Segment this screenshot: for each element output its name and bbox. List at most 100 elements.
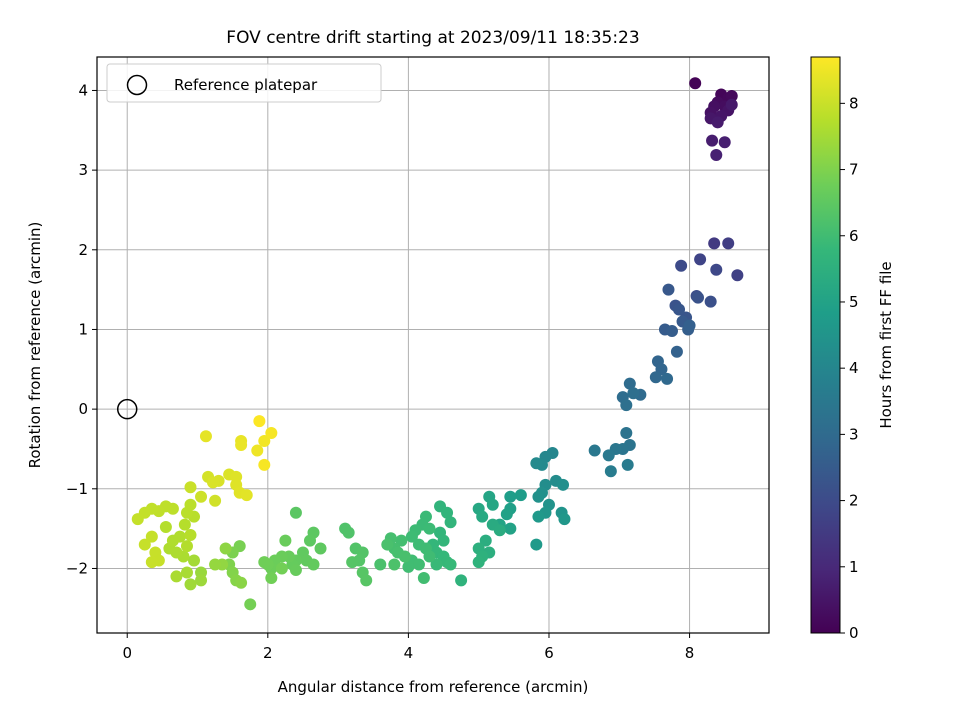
data-point [486,498,499,511]
data-point [711,116,724,129]
data-point [235,576,248,589]
x-tick-label: 2 [263,644,273,662]
data-point [145,530,158,543]
data-point [184,498,197,511]
y-tick-label: −2 [66,559,88,577]
data-point [395,534,408,547]
colorbar-ticks: 0 1 2 3 4 5 6 7 8 [840,94,859,642]
data-point [718,136,731,149]
data-point [662,283,675,296]
data-point [289,564,302,577]
data-point [402,560,415,573]
data-point [170,570,183,583]
data-point [188,554,201,567]
data-point [504,522,517,535]
data-point [138,538,151,551]
data-point [725,90,738,103]
data-point [381,538,394,551]
colorbar-tick-label: 3 [849,425,859,443]
data-point [665,325,678,338]
colorbar-tick-label: 5 [849,293,859,311]
legend: Reference platepar [106,63,382,103]
data-point [722,237,735,250]
x-tick-label: 8 [685,644,695,662]
colorbar-tick-label: 8 [849,94,859,112]
data-points [131,77,744,611]
data-point [532,490,545,503]
data-point [265,427,278,440]
data-point [412,558,425,571]
data-point [455,574,468,587]
data-point [692,291,705,304]
plot-frame [96,56,770,634]
data-point [706,134,719,147]
data-point [279,534,292,547]
legend-box [106,63,382,103]
y-axis-label: Rotation from reference (arcmin) [26,222,44,469]
data-point [195,574,208,587]
data-point [398,550,411,563]
y-tick-label: −1 [66,480,88,498]
y-axis-ticks: −2 −1 0 1 2 3 4 [66,81,97,577]
data-point [180,566,193,579]
data-point [708,237,721,250]
x-tick-label: 4 [404,644,414,662]
data-point [532,510,545,523]
data-point [346,556,359,569]
data-point [602,449,615,462]
data-point [240,489,253,502]
reference-platepar-point [116,398,138,420]
data-point [710,148,723,161]
data-point [694,253,707,266]
data-point [199,430,212,443]
data-point [441,506,454,519]
data-point [620,427,633,440]
data-point [588,444,601,457]
data-point [265,572,278,585]
data-point [251,444,264,457]
data-point [620,399,633,412]
colorbar-tick-label: 6 [849,227,859,245]
data-point [388,558,401,571]
data-point [180,540,193,553]
data-point [683,319,696,332]
data-point [206,476,219,489]
data-point [514,489,527,502]
y-tick-label: 4 [78,81,88,99]
data-point [444,558,457,571]
data-point [710,263,723,276]
data-point [244,598,257,611]
data-point [209,494,222,507]
x-tick-label: 6 [544,644,554,662]
data-point [184,481,197,494]
data-point [360,574,373,587]
x-tick-label: 0 [122,644,132,662]
data-point [423,522,436,535]
data-point [479,534,492,547]
y-tick-label: 3 [78,161,88,179]
data-point [423,550,436,563]
data-point [649,371,662,384]
y-tick-label: 2 [78,241,88,259]
data-point [303,534,316,547]
data-point [675,259,688,272]
data-point [173,530,186,543]
legend-marker-circle [126,74,148,96]
data-point [500,508,513,521]
colorbar-tick-label: 4 [849,359,859,377]
data-point [184,529,197,542]
reference-marker [116,398,138,420]
data-point [258,435,271,447]
data-point [314,542,327,555]
data-point [557,478,570,491]
data-point [275,562,288,575]
data-point [627,387,640,400]
data-point [444,516,457,529]
legend-entry-reference: Reference platepar [174,76,318,94]
y-tick-label: 0 [78,400,88,418]
data-point [670,345,683,358]
data-point [731,269,744,282]
data-point [184,578,197,591]
data-point [493,524,506,537]
data-point [530,457,543,470]
